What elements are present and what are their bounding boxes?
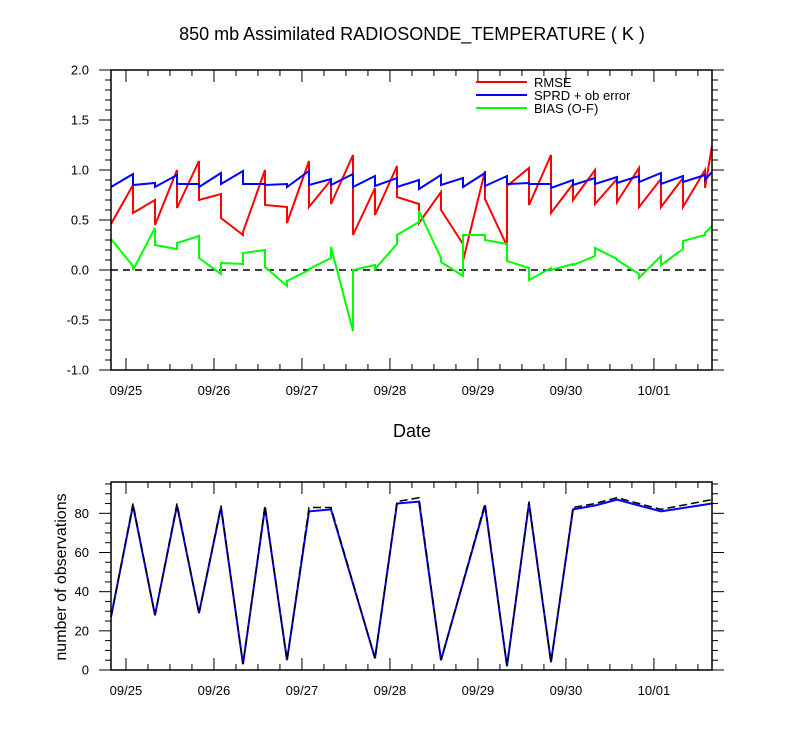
top-y-tick-label: 0.5 <box>71 213 89 228</box>
top-y-tick-label: 2.0 <box>71 63 89 78</box>
bottom-plot-ticks: 09/25 09/26 09/27 09/28 09/29 09/30 10/01 0 20 40… <box>75 482 724 698</box>
top-bias-o-f-line <box>110 210 713 332</box>
bottom-x-tick-label: 09/30 <box>550 683 583 698</box>
bottom-x-tick-label: 09/25 <box>110 683 143 698</box>
bottom-plot-series <box>110 496 713 667</box>
top-x-tick-label: 09/28 <box>374 383 407 398</box>
top-x-tick-label: 09/26 <box>198 383 231 398</box>
bottom-x-tick-label: 10/01 <box>638 683 671 698</box>
top-x-tick-label: 10/01 <box>638 383 671 398</box>
bottom-assimilated-line <box>110 498 713 667</box>
top-plot-frame <box>110 69 713 371</box>
bottom-x-tick-label: 09/26 <box>198 683 231 698</box>
top-rmse-line <box>110 145 713 262</box>
bottom-y-tick-label: 80 <box>75 506 89 521</box>
bottom-y-tick-label: 40 <box>75 584 89 599</box>
bottom-plot-frame <box>110 481 713 671</box>
top-plot-series <box>110 145 713 332</box>
bottom-x-tick-label: 09/27 <box>286 683 319 698</box>
top-sprd-ob-error-line <box>110 169 713 191</box>
bottom-x-tick-label: 09/28 <box>374 683 407 698</box>
bottom-possible-line <box>110 496 713 667</box>
top-y-tick-label: -1.0 <box>67 363 89 378</box>
legend-sprd-ob-error-label: SPRD + ob error <box>534 88 631 103</box>
top-x-tick-label: 09/30 <box>550 383 583 398</box>
bottom-y-tick-label: 0 <box>82 663 89 678</box>
top-x-tick-label: 09/25 <box>110 383 143 398</box>
bottom-y-tick-label: 60 <box>75 545 89 560</box>
top-plot-ticks: 09/25 09/26 09/27 09/28 09/29 09/30 10/01 -1.0 -… <box>67 63 724 398</box>
top-y-tick-label: 1.0 <box>71 163 89 178</box>
bottom-y-tick-label: 20 <box>75 623 89 638</box>
top-x-tick-label: 09/29 <box>462 383 495 398</box>
legend-bias-label: BIAS (O-F) <box>534 101 598 116</box>
top-y-tick-label: 1.5 <box>71 113 89 128</box>
top-y-tick-label: -0.5 <box>67 313 89 328</box>
legend-rmse-label: RMSE <box>534 75 572 90</box>
top-x-tick-label: 09/27 <box>286 383 319 398</box>
bottom-x-tick-label: 09/29 <box>462 683 495 698</box>
chart-title: 850 mb Assimilated RADIOSONDE_TEMPERATUR… <box>179 24 645 45</box>
top-y-tick-label: 0.0 <box>71 263 89 278</box>
bottom-y-axis-label: number of observations <box>53 493 70 660</box>
x-axis-label: Date <box>393 421 431 441</box>
